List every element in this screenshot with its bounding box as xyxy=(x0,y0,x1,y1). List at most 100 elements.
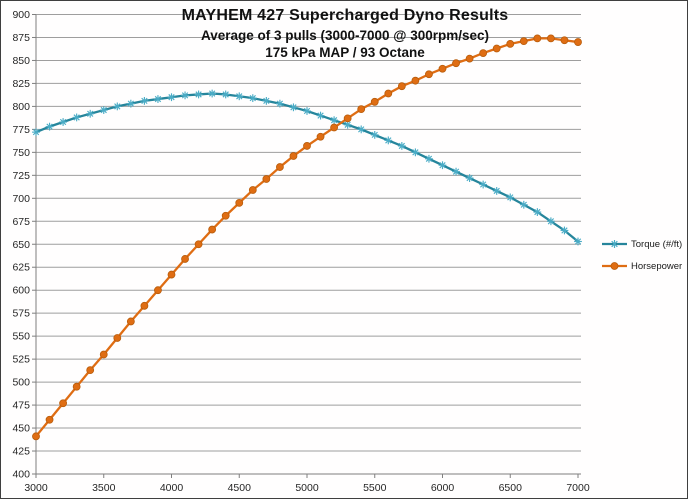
x-tick-label: 7000 xyxy=(566,482,590,494)
gridlines xyxy=(32,14,581,475)
data-point-marker xyxy=(425,154,433,163)
legend-label: Horsepower xyxy=(631,260,683,272)
y-tick-label: 550 xyxy=(12,331,30,343)
data-point-marker xyxy=(533,34,542,43)
y-tick-label: 675 xyxy=(12,216,30,228)
data-point-marker xyxy=(59,118,67,126)
y-axis-labels: 400 425 450 475 500 525 550 575 600 625 650 675 700 7… xyxy=(12,9,30,481)
data-point-marker xyxy=(221,211,230,220)
legend-label: Torque (#/ft) xyxy=(631,238,683,250)
data-point-marker xyxy=(425,70,433,79)
data-point-marker xyxy=(262,175,271,183)
y-tick-label: 800 xyxy=(12,101,30,113)
y-tick-label: 850 xyxy=(12,55,30,67)
data-point-marker xyxy=(452,59,460,68)
data-point-marker xyxy=(397,82,406,91)
data-point-marker xyxy=(235,198,244,207)
x-tick-label: 5000 xyxy=(295,482,319,494)
data-point-marker xyxy=(99,106,108,114)
y-tick-label: 875 xyxy=(12,32,30,44)
y-tick-label: 500 xyxy=(12,377,30,389)
y-tick-label: 575 xyxy=(12,308,30,320)
data-point-marker xyxy=(357,125,366,134)
x-tick-label: 4000 xyxy=(160,482,184,494)
data-point-marker xyxy=(167,270,176,279)
y-tick-label: 775 xyxy=(12,124,30,136)
legend: Torque (#/ft) Horsepower xyxy=(601,233,682,277)
data-point-marker xyxy=(411,76,420,85)
horsepower-marker-icon xyxy=(602,262,627,270)
x-tick-label: 5500 xyxy=(363,482,387,494)
y-tick-label: 700 xyxy=(12,193,30,205)
y-tick-label: 725 xyxy=(12,170,30,182)
data-point-marker xyxy=(438,161,447,170)
data-point-marker xyxy=(32,432,40,441)
x-tick-label: 6500 xyxy=(499,482,523,494)
data-point-marker xyxy=(330,116,338,125)
data-point-marker xyxy=(113,334,122,342)
data-point-marker xyxy=(519,200,528,209)
data-point-marker xyxy=(384,136,393,145)
torque-marker-icon xyxy=(602,240,627,248)
y-tick-label: 750 xyxy=(12,147,30,159)
data-point-marker xyxy=(126,317,135,326)
data-point-marker xyxy=(208,89,217,98)
y-tick-label: 650 xyxy=(12,239,30,251)
data-point-marker xyxy=(479,49,488,57)
data-point-marker xyxy=(547,217,555,226)
y-tick-label: 900 xyxy=(12,9,30,21)
data-point-marker xyxy=(330,123,339,132)
data-point-marker xyxy=(248,186,257,194)
data-point-marker xyxy=(45,122,54,131)
x-axis-labels: 3000 3500 4000 4500 5000 5500 6000 6500 7000 xyxy=(24,482,590,494)
y-tick-label: 525 xyxy=(12,354,30,366)
x-tick-label: 6000 xyxy=(431,482,455,494)
series-line xyxy=(35,92,579,243)
data-point-marker xyxy=(357,105,366,114)
data-point-marker xyxy=(181,255,189,263)
data-point-marker xyxy=(316,111,325,120)
data-point-marker xyxy=(560,226,569,235)
data-point-marker xyxy=(72,113,81,122)
data-point-marker xyxy=(140,96,149,105)
data-point-marker xyxy=(289,152,298,160)
data-point-marker xyxy=(86,109,95,118)
data-point-marker xyxy=(465,54,474,63)
data-point-marker xyxy=(181,91,189,100)
data-point-marker xyxy=(370,97,379,106)
data-point-marker xyxy=(303,107,311,115)
data-point-marker xyxy=(167,93,176,102)
horsepower-series xyxy=(32,34,582,441)
y-tick-label: 450 xyxy=(12,423,30,435)
data-point-marker xyxy=(235,92,244,101)
data-point-marker xyxy=(113,102,122,111)
data-point-marker xyxy=(438,64,447,73)
data-point-marker xyxy=(275,163,284,171)
data-point-marker xyxy=(221,90,230,99)
y-tick-label: 625 xyxy=(12,262,30,274)
data-point-marker xyxy=(574,237,582,246)
legend-item-torque: Torque (#/ft) xyxy=(601,233,682,255)
data-point-marker xyxy=(99,350,108,359)
data-point-marker xyxy=(194,90,203,99)
data-point-marker xyxy=(72,382,81,391)
data-point-marker xyxy=(154,286,162,295)
data-point-marker xyxy=(533,208,542,216)
data-point-marker xyxy=(126,99,135,108)
data-point-marker xyxy=(452,167,460,176)
y-tick-label: 600 xyxy=(12,285,30,297)
legend-item-horsepower: Horsepower xyxy=(601,255,682,277)
data-point-marker xyxy=(384,89,393,98)
data-point-marker xyxy=(194,240,203,249)
data-point-marker xyxy=(560,36,569,45)
data-point-marker xyxy=(547,34,555,43)
data-point-marker xyxy=(343,114,352,123)
data-point-marker xyxy=(289,103,298,112)
y-tick-label: 400 xyxy=(12,469,30,481)
data-point-marker xyxy=(316,132,325,141)
data-point-marker xyxy=(370,130,379,139)
data-point-marker xyxy=(465,174,474,182)
data-point-marker xyxy=(154,95,162,103)
